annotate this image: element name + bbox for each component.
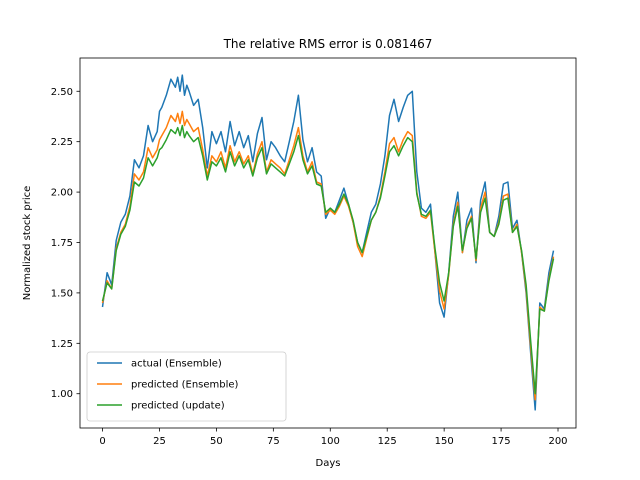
y-tick-label: 1.25 xyxy=(51,339,73,350)
axes-frame xyxy=(79,57,577,429)
y-tick-label: 1.75 xyxy=(51,238,73,249)
legend-label-1: actual (Ensemble) xyxy=(131,359,222,370)
y-tick-label: 1.00 xyxy=(51,389,73,400)
legend-label-3: predicted (update) xyxy=(131,401,225,412)
legend-box xyxy=(86,351,287,422)
x-tick-label: 100 xyxy=(321,436,340,447)
y-axis: 1.00 1.25 1.50 1.75 2.00 2.25 2.50 xyxy=(51,87,80,400)
x-tick-label: 125 xyxy=(378,436,397,447)
series-line-3 xyxy=(101,124,555,395)
x-tick-label: 175 xyxy=(492,436,511,447)
x-axis-label: Days xyxy=(316,458,341,469)
y-tick-label: 2.25 xyxy=(51,137,73,148)
x-tick-label: 0 xyxy=(99,436,105,447)
x-tick-label: 50 xyxy=(210,436,223,447)
x-tick-label: 75 xyxy=(267,436,280,447)
x-axis: 0 25 50 75 100 125 150 175 200 xyxy=(99,428,568,447)
x-tick-label: 150 xyxy=(435,436,454,447)
chart-title: The relative RMS error is 0.081467 xyxy=(223,37,433,51)
y-tick-label: 1.50 xyxy=(51,288,73,299)
x-tick-label: 200 xyxy=(548,436,567,447)
y-tick-label: 2.50 xyxy=(51,87,73,98)
y-axis-label: Normalized stock price xyxy=(22,186,33,301)
series-layer xyxy=(101,74,555,411)
legend: actual (Ensemble) predicted (Ensemble) pre… xyxy=(86,351,287,422)
plot-area xyxy=(79,57,577,429)
legend-label-2: predicted (Ensemble) xyxy=(131,380,239,391)
y-tick-label: 2.00 xyxy=(51,188,73,199)
x-tick-label: 25 xyxy=(153,436,166,447)
